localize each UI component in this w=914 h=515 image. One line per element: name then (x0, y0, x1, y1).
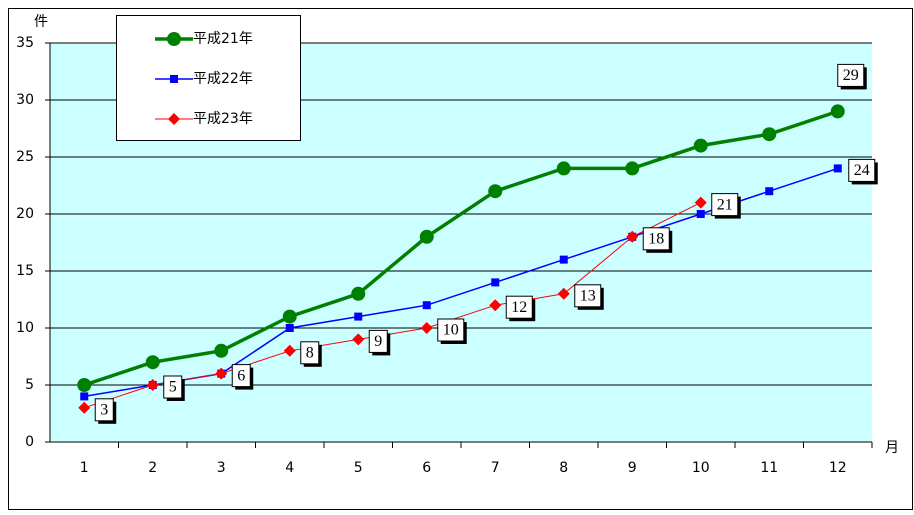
series (77, 104, 845, 392)
x-tick-label: 6 (422, 460, 431, 476)
marker (215, 367, 228, 380)
marker (351, 286, 366, 301)
x-tick-label: 10 (692, 460, 710, 476)
marker (170, 75, 178, 83)
x-tick-label: 11 (760, 460, 778, 476)
marker (489, 299, 502, 312)
legend-label: 平成22年 (193, 71, 253, 87)
marker (283, 344, 296, 357)
data-label: 29 (843, 67, 859, 84)
y-tick-label: 15 (16, 263, 34, 279)
y-tick-label: 10 (16, 320, 34, 336)
data-label-box (642, 227, 670, 251)
data-label-box (437, 318, 465, 342)
data-label: 12 (511, 299, 527, 316)
data-label: 18 (648, 230, 664, 247)
marker (557, 287, 570, 300)
legend-label: 平成21年 (193, 31, 253, 47)
data-label-box (505, 295, 533, 319)
data-label-box (300, 341, 320, 365)
marker (491, 278, 500, 287)
marker (626, 230, 639, 243)
x-tick-label: 8 (559, 460, 568, 476)
marker (559, 255, 568, 264)
marker (167, 32, 181, 46)
x-tick-label: 3 (217, 460, 226, 476)
y-tick-label: 0 (25, 434, 34, 450)
marker (830, 104, 845, 119)
marker (694, 196, 707, 209)
marker (77, 378, 92, 392)
x-tick-label: 7 (491, 460, 500, 476)
marker (80, 392, 89, 401)
marker (78, 401, 91, 414)
x-tick-label: 1 (80, 460, 89, 476)
data-label-box (574, 284, 602, 308)
marker (556, 161, 571, 176)
marker (354, 312, 363, 321)
data-label: 10 (443, 322, 459, 339)
marker (145, 355, 160, 370)
marker (422, 301, 431, 310)
data-label: 6 (237, 367, 245, 384)
y-tick-label: 25 (16, 149, 34, 165)
data-label: 24 (854, 162, 870, 179)
marker (352, 333, 365, 346)
x-tick-label: 12 (829, 460, 847, 476)
data-label-box (231, 364, 251, 388)
x-tick-label: 5 (354, 460, 363, 476)
data-label: 5 (169, 379, 177, 396)
y-tick-label: 30 (16, 92, 34, 108)
marker (285, 324, 294, 332)
legend-label: 平成23年 (193, 111, 253, 127)
data-label-box (368, 329, 388, 353)
data-label-box (837, 63, 865, 87)
marker (693, 138, 708, 153)
y-tick-label: 20 (16, 206, 34, 222)
x-tick-label: 4 (285, 460, 294, 476)
data-label: 21 (717, 196, 733, 213)
marker (168, 113, 180, 125)
data-label: 9 (374, 333, 382, 350)
marker (214, 343, 229, 358)
marker (420, 322, 433, 334)
y-unit: 件 (34, 14, 48, 30)
data-label-box (163, 375, 183, 399)
series (78, 196, 707, 414)
marker (146, 379, 159, 391)
marker (625, 161, 640, 176)
chart-border (8, 8, 913, 510)
data-label: 8 (306, 344, 314, 361)
data-label-box (848, 158, 876, 182)
data-label-box (94, 398, 114, 422)
marker (762, 127, 777, 142)
marker (282, 309, 297, 324)
data-label: 3 (100, 401, 108, 418)
marker (833, 164, 842, 173)
data-label: 13 (580, 287, 596, 304)
y-tick-label: 5 (25, 377, 34, 393)
x-tick-label: 2 (148, 460, 157, 476)
marker (765, 187, 774, 196)
line (84, 202, 701, 409)
marker (488, 184, 503, 199)
x-unit: 月 (885, 440, 899, 456)
y-tick-label: 35 (16, 35, 34, 51)
data-label-box (711, 193, 739, 217)
line (83, 109, 839, 387)
legend-box (116, 15, 301, 141)
marker (696, 210, 705, 218)
marker (419, 229, 434, 244)
x-tick-label: 9 (628, 460, 637, 476)
